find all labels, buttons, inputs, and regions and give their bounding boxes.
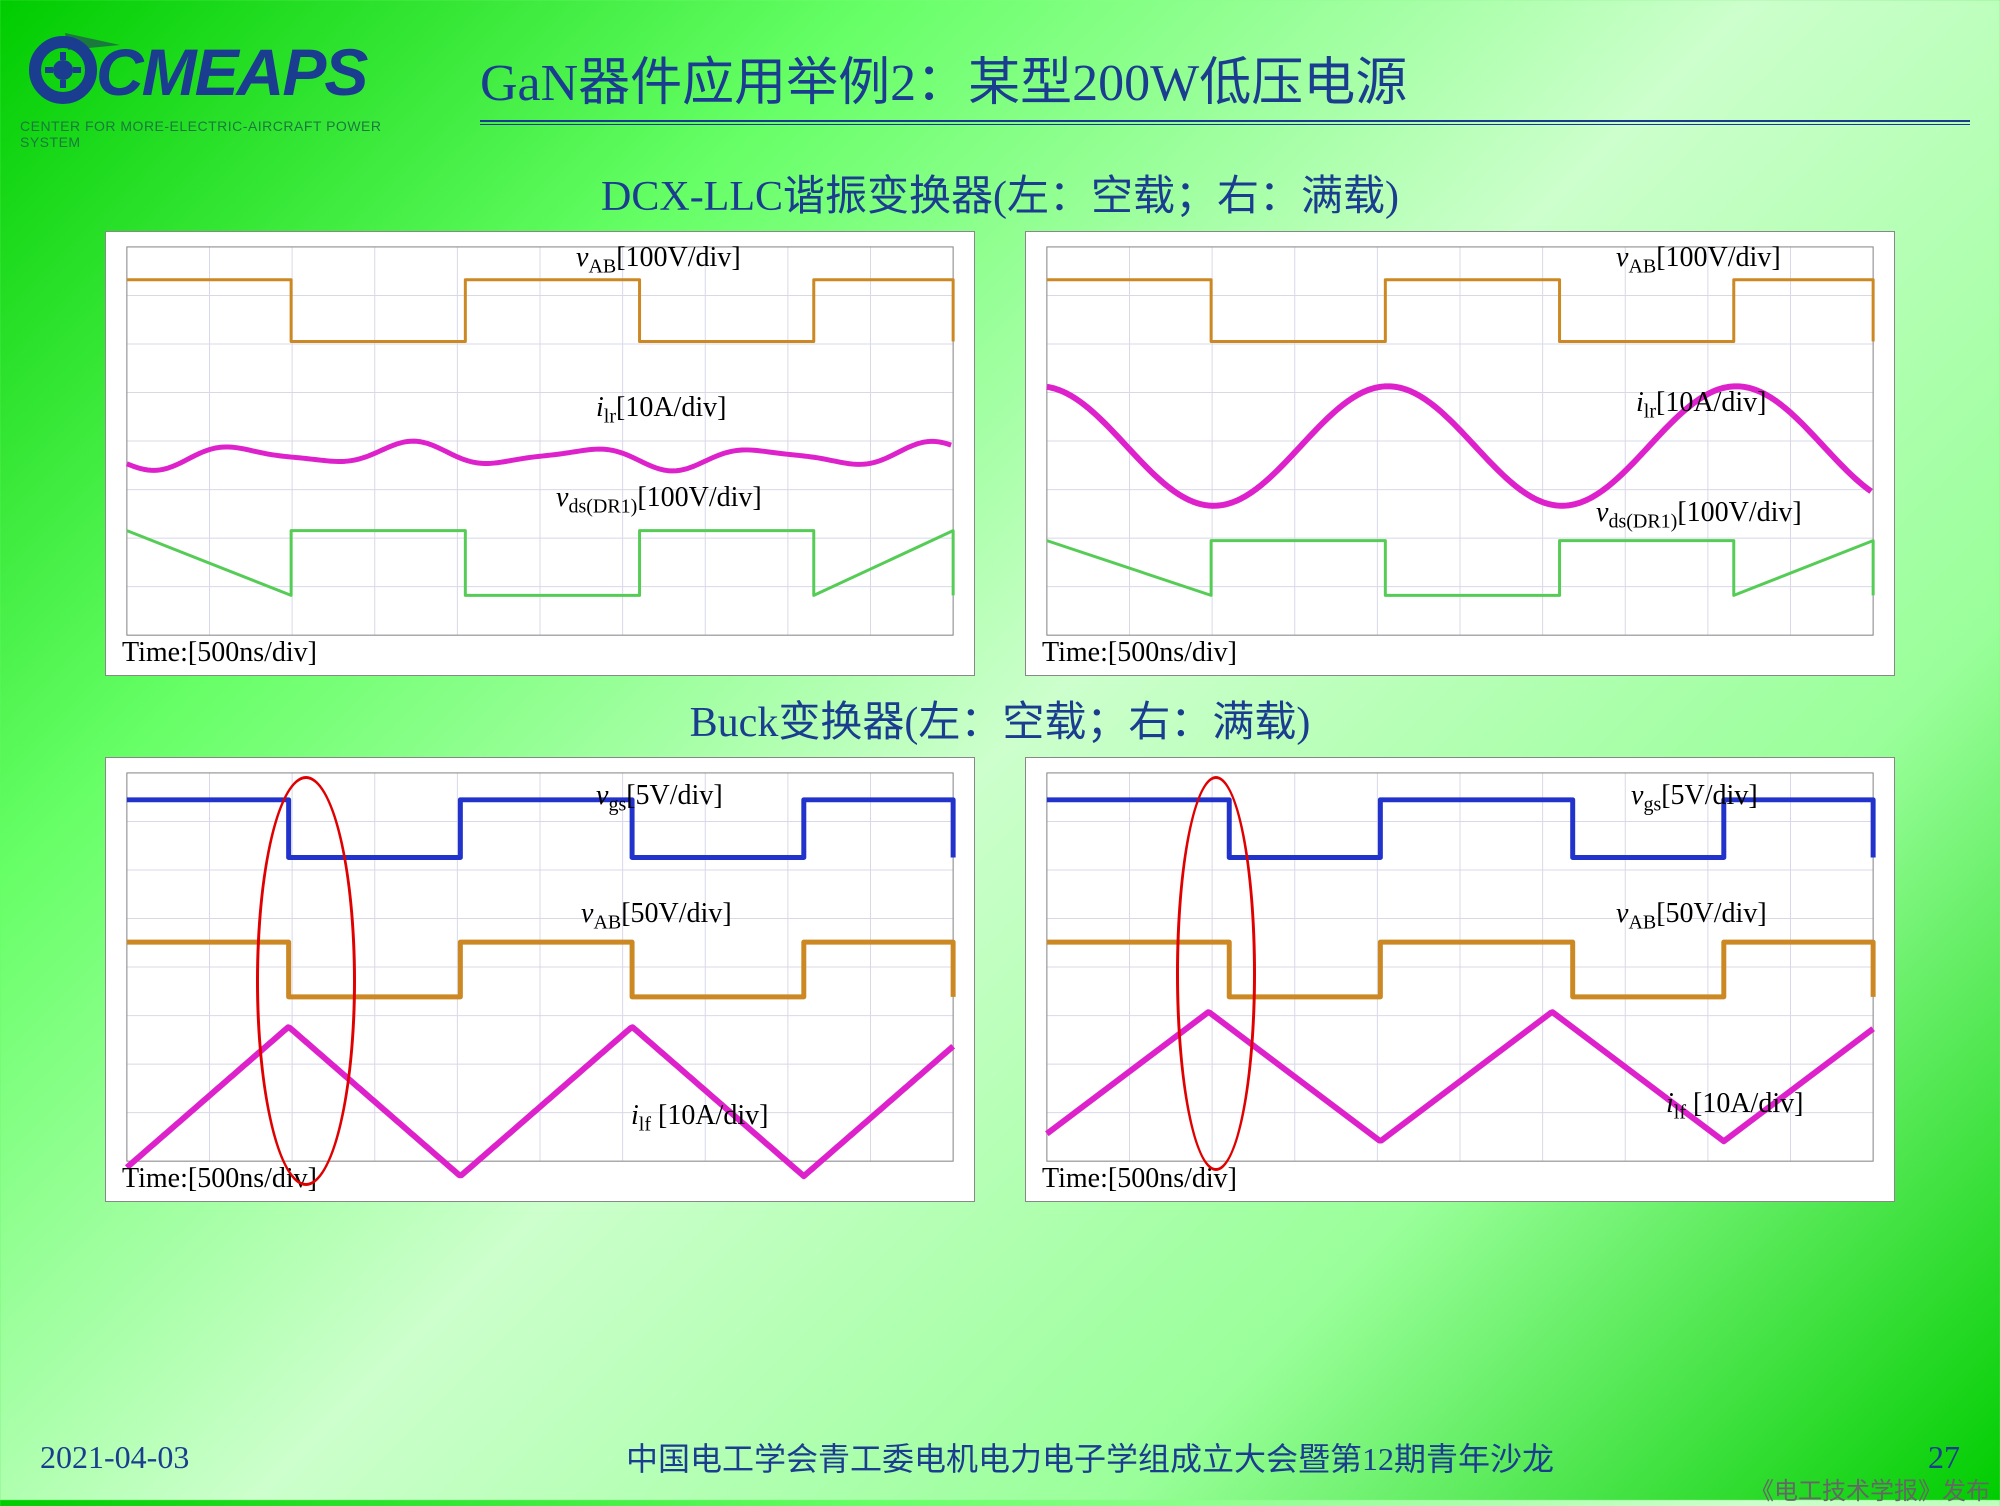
trace-label: vAB[100V/div] <box>576 242 741 279</box>
footer-extra: 《电工技术学报》发布 <box>1750 1471 1990 1506</box>
logo-main: CMEAPS <box>20 30 440 118</box>
slide-title: GaN器件应用举例2：某型200W低压电源 <box>480 40 1970 115</box>
logo-subtitle: CENTER FOR MORE-ELECTRIC-AIRCRAFT POWER … <box>20 118 440 150</box>
dcx-right-chart: Time:[500ns/div] vAB[100V/div] ilr[10A/di… <box>1025 231 1895 676</box>
logo: CMEAPS CENTER FOR MORE-ELECTRIC-AIRCRAFT… <box>20 20 440 150</box>
header: CMEAPS CENTER FOR MORE-ELECTRIC-AIRCRAFT… <box>0 0 2000 150</box>
buck-left-chart: Time:[500ns/div] vgs[5V/div] vAB[50V/div]… <box>105 757 975 1202</box>
footer-page: 27 <box>1880 1439 1960 1476</box>
dcx-right-svg <box>1026 232 1894 675</box>
time-label: Time:[500ns/div] <box>1042 1163 1237 1195</box>
trace-label: vgs[5V/div] <box>596 780 723 817</box>
buck-row: Time:[500ns/div] vgs[5V/div] vAB[50V/div]… <box>0 757 2000 1202</box>
section1-title: DCX-LLC谐振变换器(左：空载；右：满载) <box>0 162 2000 223</box>
trace-label: vAB[100V/div] <box>1616 242 1781 279</box>
footer-date: 2021-04-03 <box>40 1439 300 1476</box>
title-underline <box>480 120 1970 125</box>
dcx-left-chart: Time:[500ns/div] vAB[100V/div] ilr[10A/di… <box>105 231 975 676</box>
buck-right-chart: Time:[500ns/div] vgs[5V/div] vAB[50V/div]… <box>1025 757 1895 1202</box>
trace-label: vAB[50V/div] <box>581 898 732 935</box>
trace-label: ilr[10A/div] <box>1636 387 1766 424</box>
trace-label: ilf [10A/div] <box>1666 1088 1803 1125</box>
trace-label: ilf [10A/div] <box>631 1100 768 1137</box>
trace-label: vds(DR1)[100V/div] <box>1596 497 1802 534</box>
footer: 2021-04-03 中国电工学会青工委电机电力电子学组成立大会暨第12期青年沙… <box>0 1434 2000 1480</box>
time-label: Time:[500ns/div] <box>122 1163 317 1195</box>
buck-left-svg <box>106 758 974 1201</box>
section2-title: Buck变换器(左：空载；右：满载) <box>0 688 2000 749</box>
time-label: Time:[500ns/div] <box>1042 637 1237 669</box>
dcx-row: Time:[500ns/div] vAB[100V/div] ilr[10A/di… <box>0 231 2000 676</box>
time-label: Time:[500ns/div] <box>122 637 317 669</box>
buck-right-svg <box>1026 758 1894 1201</box>
dcx-left-svg <box>106 232 974 675</box>
trace-label: ilr[10A/div] <box>596 392 726 429</box>
title-area: GaN器件应用举例2：某型200W低压电源 <box>440 20 1970 125</box>
trace-label: vds(DR1)[100V/div] <box>556 482 762 519</box>
footer-center: 中国电工学会青工委电机电力电子学组成立大会暨第12期青年沙龙 <box>300 1434 1880 1480</box>
trace-label: vAB[50V/div] <box>1616 898 1767 935</box>
logo-svg: CMEAPS <box>20 30 440 110</box>
svg-text:CMEAPS: CMEAPS <box>96 35 368 109</box>
trace-label: vgs[5V/div] <box>1631 780 1758 817</box>
